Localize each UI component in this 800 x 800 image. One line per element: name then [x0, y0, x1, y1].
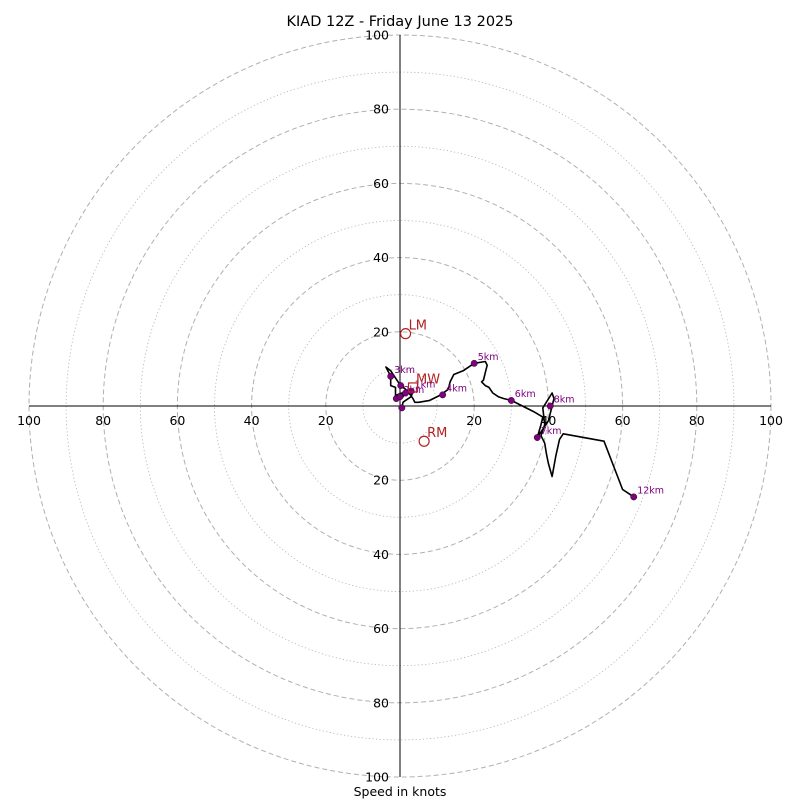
height-marker-point: [439, 391, 447, 399]
ring-tick-label: 20: [318, 413, 334, 428]
ring-tick-label: 100: [365, 28, 389, 43]
ring-tick-label: 100: [759, 413, 783, 428]
ring-tick-label: 40: [244, 413, 260, 428]
height-marker-label: 1km: [415, 380, 436, 391]
height-marker-label: 8km: [554, 395, 575, 406]
height-marker-point: [507, 397, 515, 404]
height-marker-label: 6km: [515, 389, 536, 400]
ring-tick-label: 60: [169, 413, 185, 428]
ring-tick-label: 20: [373, 473, 389, 488]
ring-tick-label: 60: [373, 176, 389, 191]
storm-motion-label: MW: [416, 372, 440, 387]
ring-tick-label: 80: [95, 413, 111, 428]
ring-tick-label: 80: [373, 695, 389, 710]
height-marker-point: [396, 393, 404, 401]
storm-motion-marker: [407, 382, 419, 393]
storm-motion-label: LM: [409, 319, 427, 334]
ring-tick-label: 100: [365, 770, 389, 785]
height-marker-point: [470, 359, 478, 367]
ring-tick-label: 60: [373, 621, 389, 636]
height-marker-label: 12km: [637, 485, 664, 496]
chart-title: KIAD 12Z - Friday June 13 2025: [286, 14, 513, 30]
ring-tick-label: 20: [373, 324, 389, 339]
ring-tick-label: 40: [373, 547, 389, 562]
height-marker-label: 5km: [478, 352, 499, 363]
wind-profile-line: [385, 360, 635, 498]
height-marker-point: [533, 434, 541, 441]
height-marker-point: [546, 402, 554, 410]
height-marker-point: [398, 404, 406, 412]
ring-tick-label: 80: [689, 413, 705, 428]
height-marker-label: 7km: [541, 426, 562, 437]
storm-motion-markers: LM MW RM: [399, 319, 447, 447]
ring-tick-label: 60: [615, 413, 631, 428]
x-axis-label: Speed in knots: [354, 784, 447, 799]
wind-profile-trace: [385, 360, 635, 498]
storm-motion-marker: [399, 328, 412, 340]
ring-tick-labels: 2020202040404040606060608080808010010010…: [17, 28, 783, 785]
height-marker-point: [397, 382, 405, 389]
ring-tick-label: 100: [17, 413, 41, 428]
height-marker-point: [402, 389, 409, 397]
storm-motion-marker: [418, 435, 430, 447]
ring-tick-label: 20: [466, 413, 482, 428]
ring-tick-label: 40: [373, 250, 389, 265]
height-marker-point: [630, 493, 638, 501]
height-marker-label: 2km: [404, 385, 425, 396]
height-marker-label: 3km: [394, 365, 415, 376]
height-marker-label: 4km: [446, 383, 467, 394]
ring-tick-label: 80: [373, 102, 389, 117]
height-marker-point: [387, 372, 395, 380]
storm-motion-label: RM: [427, 426, 447, 441]
